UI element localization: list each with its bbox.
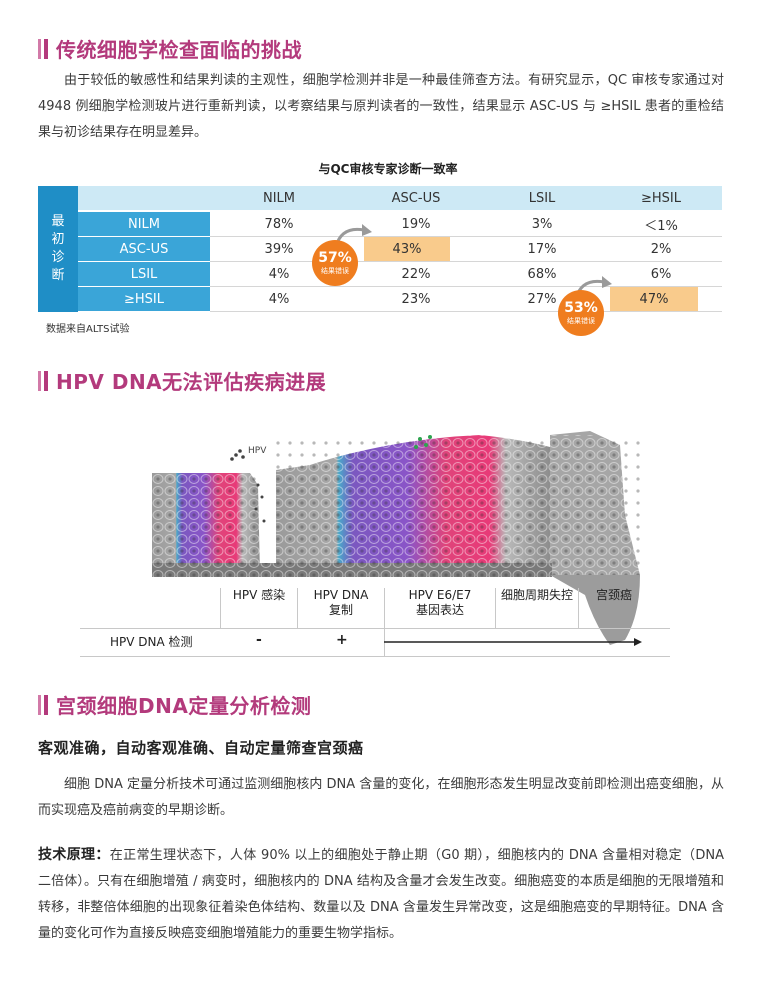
row-label-hsil: ≥HSIL	[78, 287, 210, 311]
col-header-lsil: LSIL	[528, 190, 556, 206]
section-title-text: 传统细胞学检查面临的挑战	[56, 38, 302, 62]
progression-arrow-icon	[384, 638, 642, 646]
table-cell: 3%	[531, 216, 553, 232]
col-header-nilm: NILM	[262, 190, 296, 206]
title-bar-icon	[38, 38, 48, 59]
table-cell: 17%	[527, 241, 557, 257]
title-bar-icon	[38, 694, 48, 715]
detection-negative: -	[256, 632, 262, 648]
row-divider	[210, 261, 722, 262]
row-label-nilm: NILM	[78, 212, 210, 236]
grid-divider	[297, 588, 298, 628]
section-title-text: HPV DNA无法评估疾病进展	[56, 370, 327, 394]
table-cell: 27%	[527, 291, 557, 307]
row-label-ascus: ASC-US	[78, 237, 210, 261]
row-divider	[210, 236, 722, 237]
error-rate-badge-hsil: 53% 结果错误	[558, 290, 604, 336]
table-cell-highlighted: 47%	[610, 287, 698, 311]
table-cell: 22%	[401, 266, 431, 282]
row-divider	[210, 286, 722, 287]
tech-principle-paragraph: 技术原理：在正常生理状态下，人体 90% 以上的细胞处于静止期（G0 期），细胞…	[38, 842, 724, 947]
table-cell: 39%	[264, 241, 294, 257]
row-label-lsil: LSIL	[78, 262, 210, 286]
title-bar-icon	[38, 370, 48, 391]
table-cell: 2%	[650, 241, 672, 257]
stage-label-e6e7-expression: HPV E6/E7 基因表达	[408, 588, 472, 617]
grid-divider	[578, 588, 579, 628]
table-cell: 4%	[268, 266, 290, 282]
table-cell: 78%	[264, 216, 294, 232]
table-title: 与QC审核专家诊断一致率	[318, 162, 458, 176]
table-cell: 6%	[650, 266, 672, 282]
stage-label-infection: HPV 感染	[232, 588, 286, 602]
grid-divider	[495, 588, 496, 628]
data-source-note: 数据来自ALTS试验	[46, 324, 130, 335]
section-title-text: 宫颈细胞DNA定量分析检测	[56, 694, 312, 718]
table-cell: 23%	[401, 291, 431, 307]
section-title-dna-quant: 宫颈细胞DNA定量分析检测	[38, 690, 311, 719]
detection-positive: +	[336, 632, 348, 648]
stage-label-dna-replication: HPV DNA 复制	[313, 588, 369, 617]
principle-text: 在正常生理状态下，人体 90% 以上的细胞处于静止期（G0 期），细胞核内的 D…	[38, 848, 724, 941]
section-title-hpv: HPV DNA无法评估疾病进展	[38, 366, 326, 395]
col-header-hsil: ≥HSIL	[641, 190, 681, 206]
table-cell: 4%	[268, 291, 290, 307]
hpv-dna-detection-label: HPV DNA 检测	[110, 635, 193, 649]
intro-paragraph: 由于较低的敏感性和结果判读的主观性，细胞学检测并非是一种最佳筛查方法。有研究显示…	[38, 73, 724, 140]
hpv-particles-icon	[230, 435, 432, 523]
table-cell: 68%	[527, 266, 557, 282]
col-header-ascus: ASC-US	[391, 190, 441, 206]
initial-diagnosis-label: 最初诊断	[38, 186, 78, 312]
grid-divider	[384, 588, 385, 656]
grid-divider	[220, 588, 221, 628]
table-cell: ＜1%	[644, 218, 678, 234]
table-cell: 19%	[401, 216, 431, 232]
stage-label-cervical-cancer: 宫颈癌	[595, 588, 632, 602]
stage-label-cell-cycle: 细胞周期失控	[500, 588, 573, 602]
error-rate-badge-ascus: 57% 结果错误	[312, 240, 358, 286]
sub-heading: 客观准确，自动客观准确、自动定量筛查宫颈癌	[38, 739, 364, 757]
cervical-progression-illustration	[152, 431, 640, 645]
dna-quant-paragraph: 细胞 DNA 定量分析技术可通过监测细胞核内 DNA 含量的变化，在细胞形态发生…	[38, 777, 724, 818]
principle-label: 技术原理：	[38, 847, 110, 863]
table-cell-highlighted: 43%	[364, 237, 450, 261]
section-title-challenges: 传统细胞学检查面临的挑战	[38, 34, 302, 63]
hpv-label: HPV	[248, 446, 267, 456]
table-header-row	[78, 186, 722, 210]
grid-divider	[80, 628, 670, 629]
row-divider	[210, 311, 722, 312]
grid-divider	[80, 656, 670, 657]
